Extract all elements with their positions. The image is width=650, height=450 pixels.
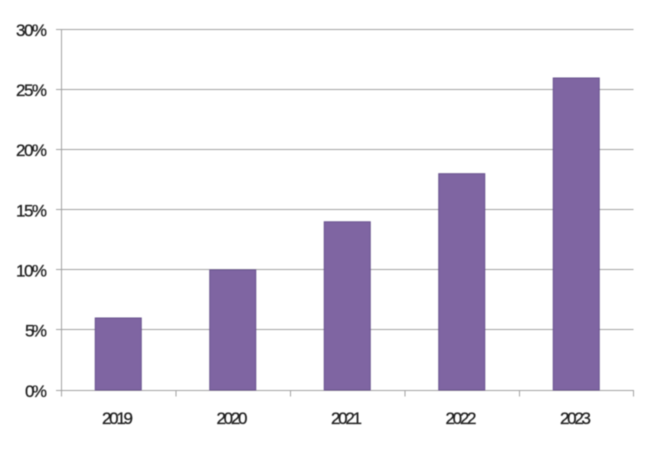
svg-text:15%: 15% (16, 201, 47, 220)
svg-text:30%: 30% (16, 21, 47, 40)
svg-text:2019: 2019 (102, 409, 133, 428)
svg-text:25%: 25% (16, 81, 47, 100)
svg-text:2022: 2022 (446, 409, 477, 428)
svg-text:5%: 5% (25, 322, 47, 341)
svg-text:2020: 2020 (217, 409, 248, 428)
svg-text:0%: 0% (25, 382, 47, 401)
svg-text:2021: 2021 (331, 409, 362, 428)
svg-text:20%: 20% (16, 141, 47, 160)
svg-text:10%: 10% (16, 261, 47, 280)
svg-text:2023: 2023 (560, 409, 591, 428)
